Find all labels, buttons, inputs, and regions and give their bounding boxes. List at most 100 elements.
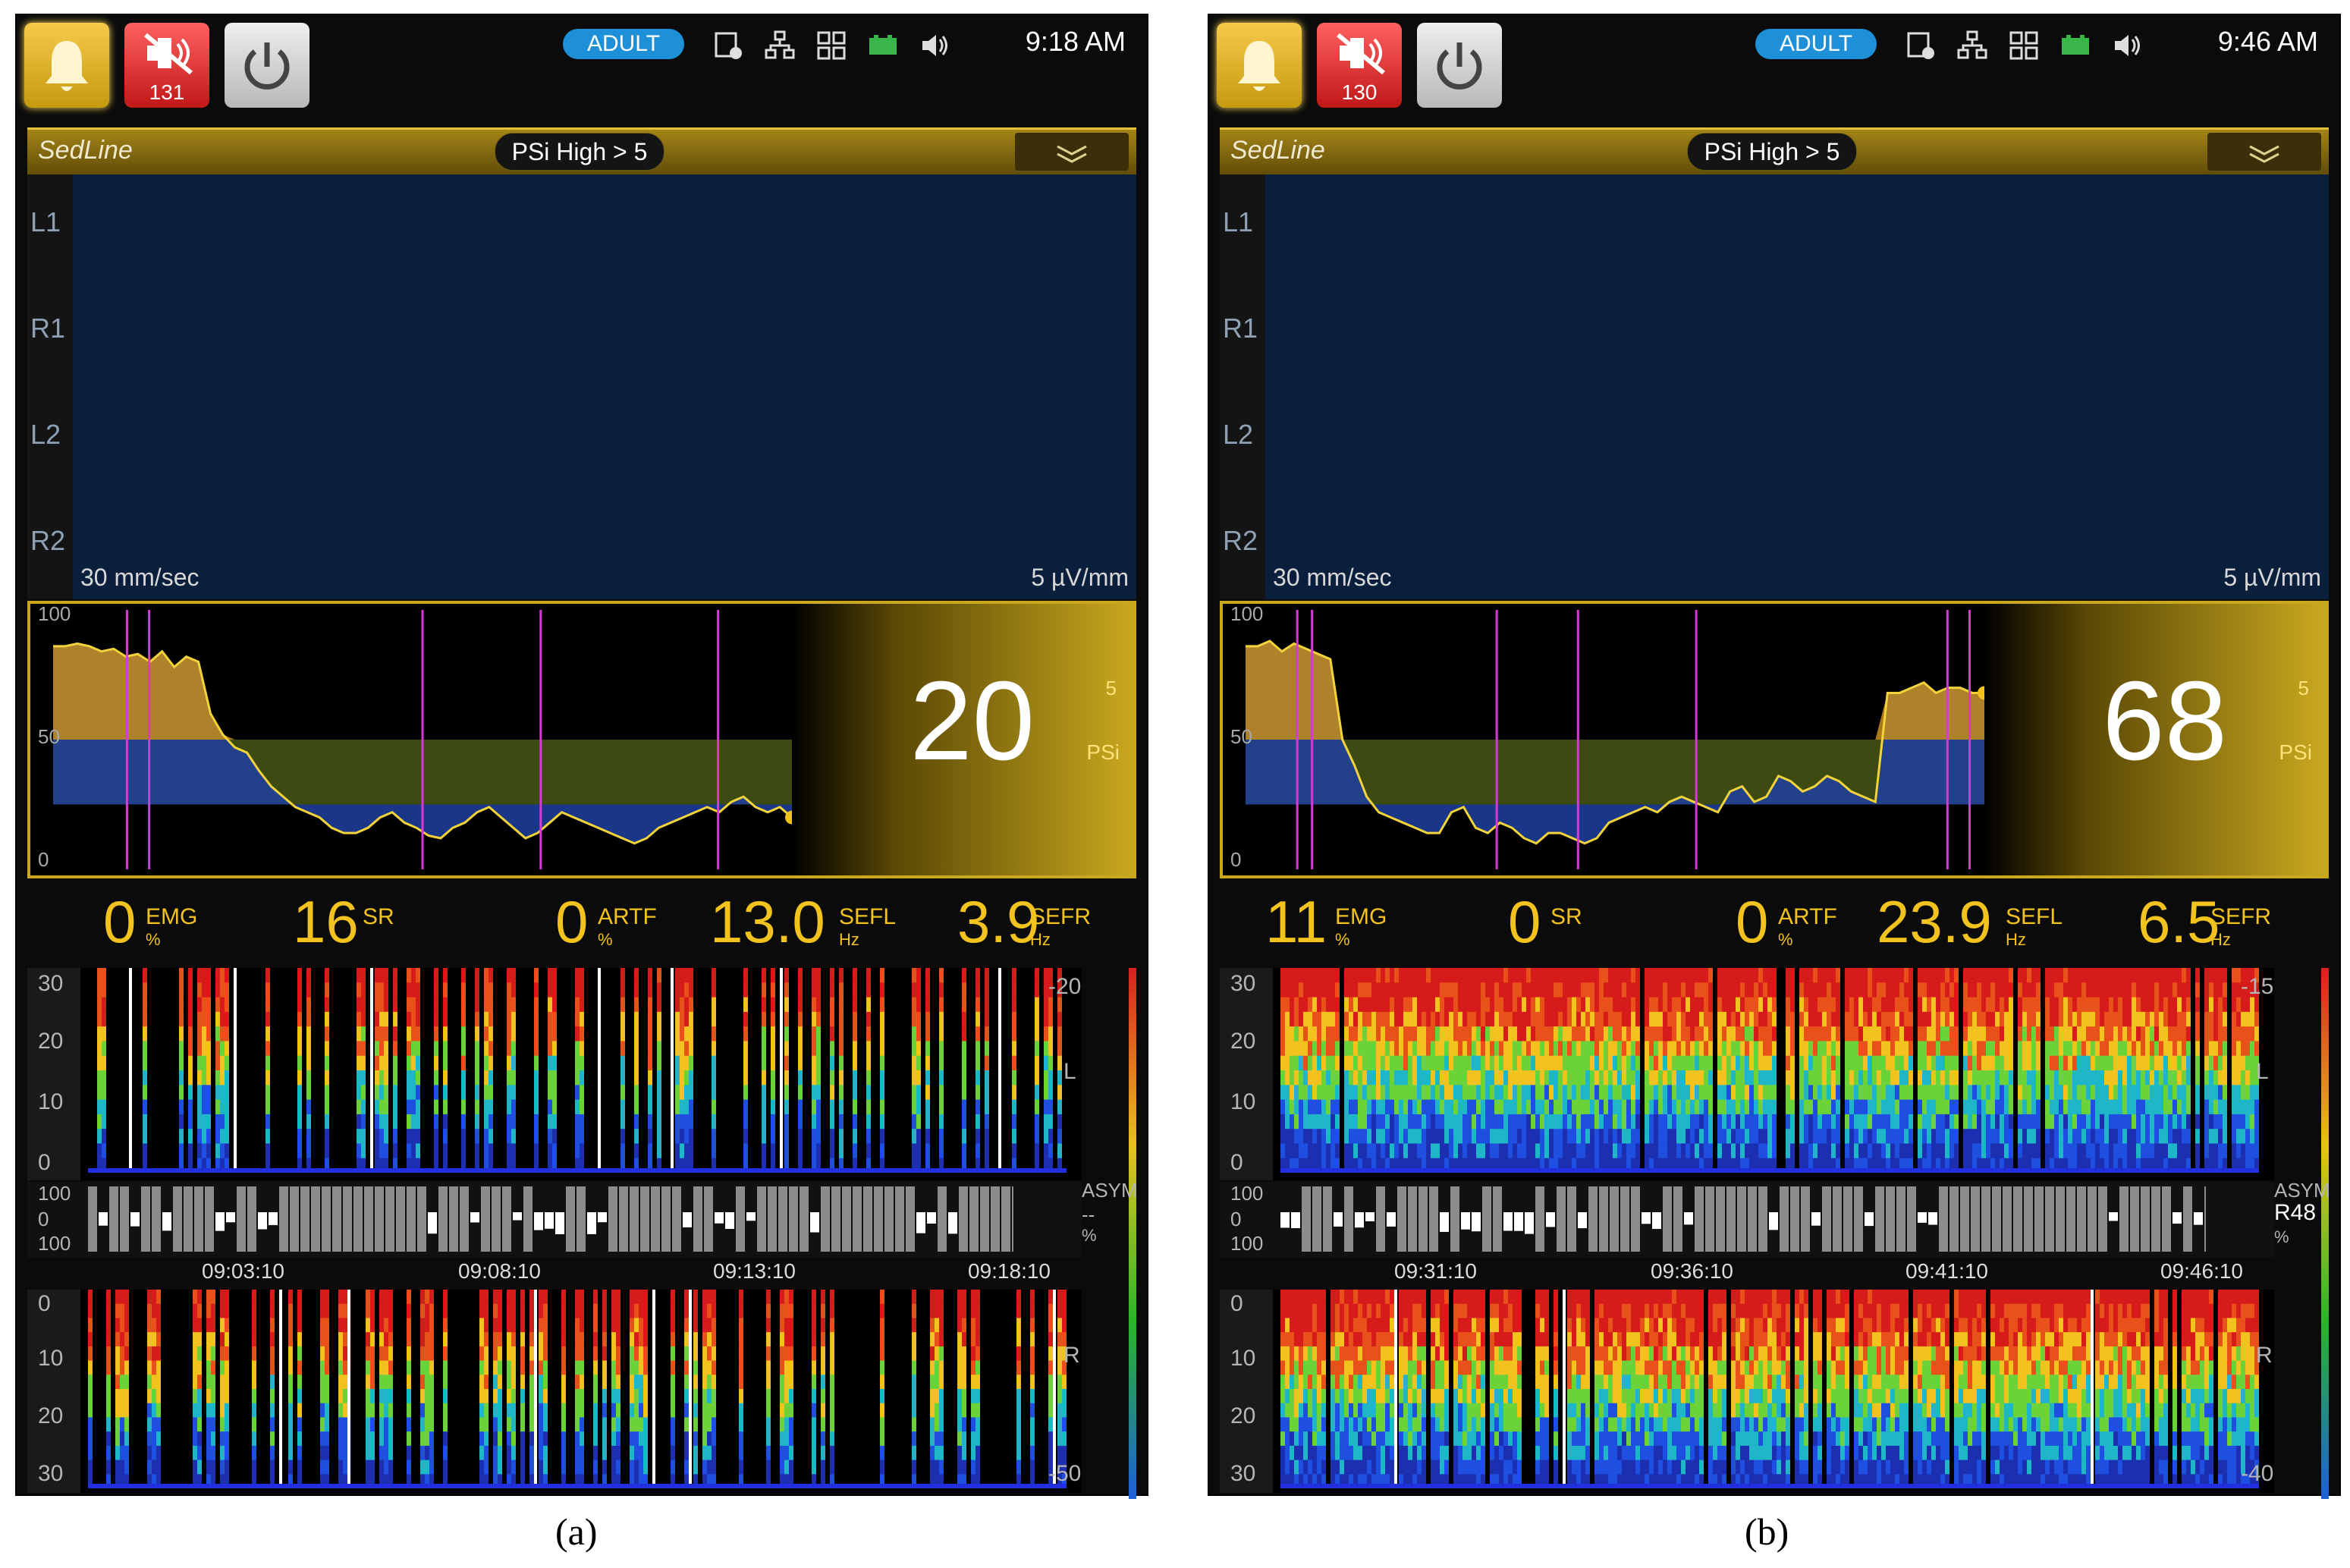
param-value: 0 (1736, 888, 1769, 955)
time-label: 09:08:10 (458, 1259, 541, 1283)
grid-icon[interactable] (816, 30, 847, 61)
spectrogram-columns (1280, 1290, 2259, 1488)
trend-axis-top: 100 (1230, 602, 1264, 625)
sedline-header: SedLine PSi High > 5 (27, 127, 1136, 177)
clock: 9:18 AM (1025, 26, 1126, 57)
param-value: 16 (293, 888, 359, 955)
dsa-tick: 30 (38, 1461, 64, 1486)
param-unit: Hz (1030, 930, 1051, 949)
dsa-scale-top: -15 (2241, 974, 2274, 999)
psi-label: PSi (2279, 740, 2312, 764)
power-icon (1437, 42, 1482, 90)
dsa-tick: 20 (38, 1403, 64, 1428)
dsa-side-label: L (1063, 1059, 1076, 1084)
export-icon[interactable] (1905, 30, 1936, 61)
psi-label: PSi (1086, 740, 1120, 764)
time-label: 09:18:10 (968, 1259, 1051, 1283)
param-label: EMG (1335, 904, 1387, 929)
asym-tick: 100 (38, 1232, 71, 1255)
psi-area-low (53, 643, 792, 844)
lead-label-r1: R1 (1223, 313, 1258, 344)
sedline-header: SedLine PSi High > 5 (1220, 127, 2329, 177)
spectrogram-columns (88, 1290, 1067, 1488)
network-icon[interactable] (765, 30, 795, 61)
dsa-left: 30 20 10 0 -20 L (27, 968, 1082, 1180)
asymmetry-graph (88, 1186, 1013, 1252)
grid-icon[interactable] (2009, 30, 2039, 61)
network-icon[interactable] (1957, 30, 1987, 61)
asym-unit: % (2274, 1227, 2289, 1246)
spectrogram-columns (1280, 968, 2259, 1173)
alarm-silence-button[interactable]: 130 (1317, 23, 1402, 108)
export-icon[interactable] (713, 30, 743, 61)
caption-a: (a) (555, 1510, 598, 1553)
psi-area-high (1246, 641, 1984, 740)
clock: 9:46 AM (2217, 26, 2318, 57)
param-label: SEFL (2006, 904, 2063, 929)
param-unit: % (1778, 930, 1793, 949)
lead-label-l1: L1 (30, 206, 61, 237)
dsa-tick: 30 (1230, 971, 1256, 996)
alarm-silenced-icon (144, 33, 193, 75)
patient-mode-badge[interactable]: ADULT (563, 29, 684, 59)
chevron-down-icon (1057, 145, 1087, 163)
param-value: 13.0 (710, 888, 825, 955)
psi-trend: 100 50 0 20 5 PSi (27, 601, 1136, 878)
dsa-side-label: L (2256, 1059, 2269, 1084)
param-value: 0 (1508, 888, 1541, 955)
amplitude-scale: 5 µV/mm (2223, 564, 2321, 591)
power-button[interactable] (225, 23, 309, 108)
asym-label: ASYM (2274, 1179, 2330, 1202)
param-value: 0 (555, 888, 589, 955)
asym-tick: 100 (1230, 1182, 1264, 1205)
collapse-button[interactable] (1015, 133, 1129, 171)
param-value: 3.9 (957, 888, 1040, 955)
param-label: ARTF (598, 904, 657, 929)
asymmetry-graph (1280, 1186, 2206, 1252)
speaker-icon[interactable] (919, 30, 950, 61)
param-sr: 0 SR (1508, 888, 1582, 957)
psi-area-low (1246, 641, 1984, 844)
alarm-limit-badge[interactable]: PSi High > 5 (1687, 133, 1857, 171)
parameter-row: 11 EMG % 0 SR 0 ARTF % 23.9 SEFL Hz 6.5 … (1220, 880, 2329, 963)
alarm-silence-button[interactable]: 131 (124, 23, 209, 108)
psi-trend-graph (53, 610, 798, 869)
asym-value: -- (1082, 1203, 1095, 1226)
parameter-row: 0 EMG % 16 SR 0 ARTF % 13.0 SEFL Hz 3.9 … (27, 880, 1136, 963)
power-icon (244, 42, 290, 90)
eeg-traces (73, 174, 1135, 599)
alarm-bell-button[interactable] (1217, 23, 1302, 108)
sweep-speed: 30 mm/sec (1273, 564, 1392, 591)
dsa-tick: 10 (1230, 1089, 1256, 1114)
dsa-left: 30 20 10 0 -15 L (1220, 968, 2274, 1180)
dsa-spectrogram (1280, 968, 2259, 1173)
battery-icon (868, 30, 898, 61)
trend-axis-mid: 50 (1230, 725, 1252, 748)
param-label: SEFL (839, 904, 897, 929)
param-unit: Hz (839, 930, 859, 949)
psi-line (1246, 639, 1984, 845)
dsa-spectrogram (88, 968, 1067, 1173)
collapse-button[interactable] (2207, 133, 2321, 171)
amplitude-scale: 5 µV/mm (1031, 564, 1129, 591)
color-scale-bar (1129, 968, 1136, 1499)
eeg-waveforms: L1 R1 L2 R2 30 mm/sec 5 µV/mm (1220, 174, 2329, 599)
alarm-bell-button[interactable] (24, 23, 109, 108)
trend-axis-bottom: 0 (38, 848, 49, 871)
param-value: 23.9 (1877, 888, 1992, 955)
spectrogram-baseline (88, 1484, 1067, 1488)
param-label: EMG (146, 904, 198, 929)
power-button[interactable] (1417, 23, 1502, 108)
speaker-icon[interactable] (2112, 30, 2142, 61)
alarm-limit-badge[interactable]: PSi High > 5 (495, 133, 664, 171)
patient-mode-badge[interactable]: ADULT (1755, 29, 1877, 59)
param-label: SR (363, 904, 394, 929)
time-label: 09:13:10 (713, 1259, 796, 1283)
asym-tick: 100 (1230, 1232, 1264, 1255)
status-icons (713, 23, 950, 68)
spectrogram-columns (97, 968, 1062, 1173)
psi-limit: 5 (2298, 677, 2309, 699)
dsa-tick: 0 (1230, 1150, 1243, 1175)
lead-label-r2: R2 (30, 525, 66, 556)
dsa-tick: 10 (38, 1089, 64, 1114)
